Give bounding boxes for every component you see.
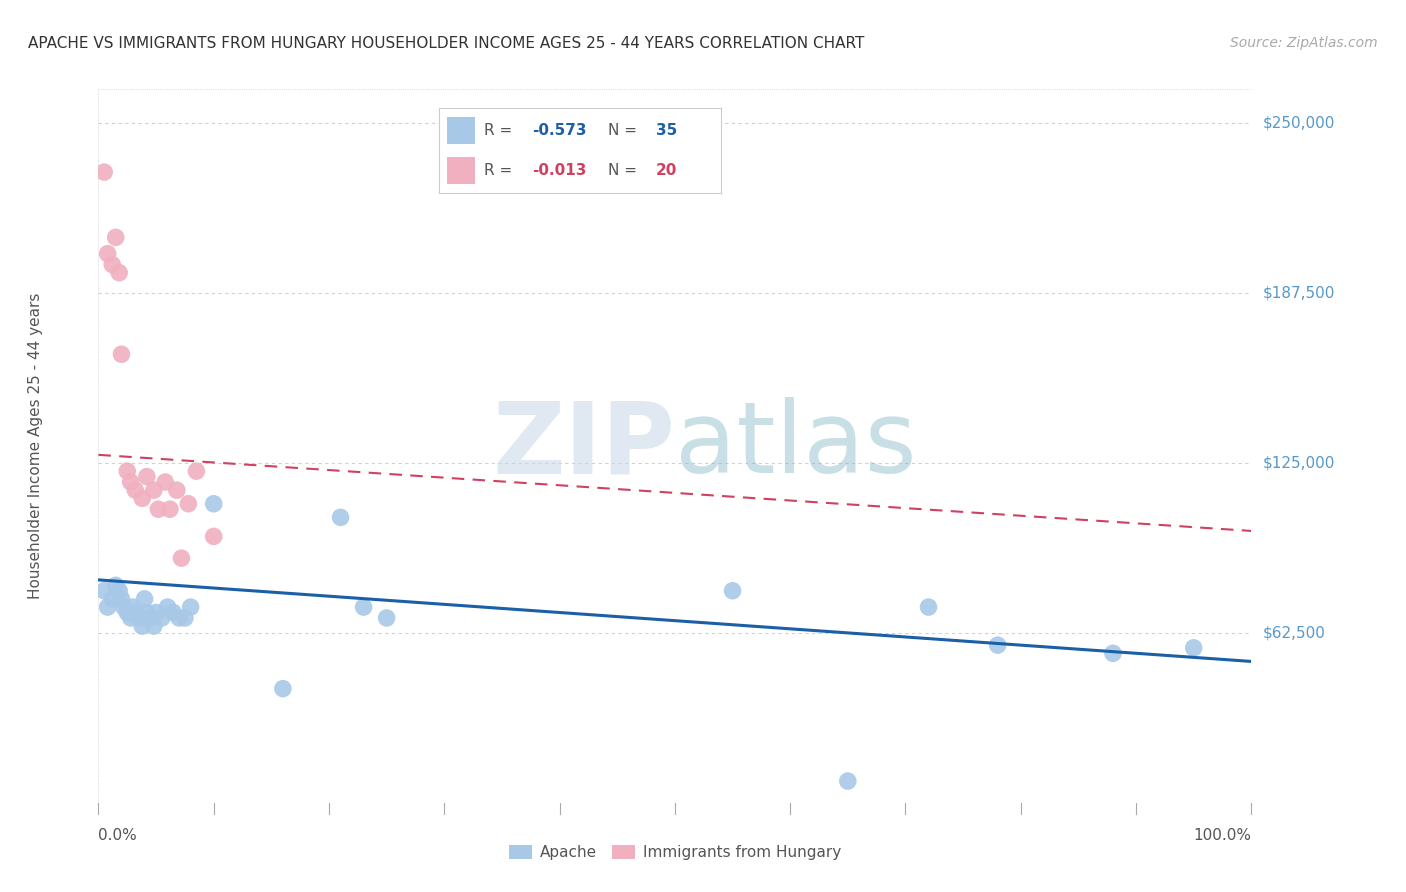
Point — [104, 230, 127, 244]
Point — [166, 483, 188, 498]
Point — [124, 606, 146, 620]
Point — [156, 600, 179, 615]
Point — [721, 583, 744, 598]
Text: $187,500: $187,500 — [1263, 285, 1334, 301]
Text: Source: ZipAtlas.com: Source: ZipAtlas.com — [1230, 36, 1378, 50]
Point — [101, 258, 124, 272]
Point — [122, 600, 145, 615]
Point — [1182, 640, 1205, 655]
Point — [117, 606, 139, 620]
Point — [329, 510, 352, 524]
Point — [117, 464, 139, 478]
Point — [170, 551, 193, 566]
Point — [150, 611, 173, 625]
Point — [271, 681, 294, 696]
Text: 100.0%: 100.0% — [1194, 828, 1251, 843]
Point — [104, 578, 127, 592]
Text: Householder Income Ages 25 - 44 years: Householder Income Ages 25 - 44 years — [28, 293, 44, 599]
Point — [167, 611, 190, 625]
Point — [174, 611, 197, 625]
Legend: Apache, Immigrants from Hungary: Apache, Immigrants from Hungary — [503, 839, 846, 866]
Point — [353, 600, 375, 615]
Text: ZIP: ZIP — [492, 398, 675, 494]
Point — [101, 591, 124, 606]
Point — [180, 600, 202, 615]
Point — [134, 591, 156, 606]
Text: APACHE VS IMMIGRANTS FROM HUNGARY HOUSEHOLDER INCOME AGES 25 - 44 YEARS CORRELAT: APACHE VS IMMIGRANTS FROM HUNGARY HOUSEH… — [28, 36, 865, 51]
Point — [135, 469, 157, 483]
Point — [120, 475, 142, 489]
Point — [186, 464, 208, 478]
Point — [987, 638, 1010, 652]
Text: $62,500: $62,500 — [1263, 625, 1326, 640]
Point — [124, 483, 146, 498]
Text: atlas: atlas — [675, 398, 917, 494]
Point — [131, 491, 153, 506]
Point — [108, 266, 131, 280]
Point — [177, 497, 200, 511]
Point — [135, 606, 157, 620]
Point — [142, 619, 165, 633]
Point — [148, 502, 170, 516]
Text: $250,000: $250,000 — [1263, 116, 1334, 131]
Point — [837, 774, 859, 789]
Point — [93, 165, 115, 179]
Point — [131, 619, 153, 633]
Point — [139, 611, 162, 625]
Point — [108, 583, 131, 598]
Point — [917, 600, 939, 615]
Point — [159, 502, 181, 516]
Point — [97, 600, 120, 615]
Point — [110, 347, 132, 361]
Text: $125,000: $125,000 — [1263, 456, 1334, 470]
Point — [375, 611, 398, 625]
Point — [93, 583, 115, 598]
Text: 0.0%: 0.0% — [98, 828, 138, 843]
Point — [112, 600, 135, 615]
Point — [202, 529, 225, 543]
Point — [97, 246, 120, 260]
Point — [120, 611, 142, 625]
Point — [202, 497, 225, 511]
Point — [1102, 646, 1125, 660]
Point — [128, 611, 150, 625]
Point — [162, 606, 184, 620]
Point — [145, 606, 167, 620]
Point — [142, 483, 165, 498]
Point — [155, 475, 177, 489]
Point — [110, 591, 132, 606]
